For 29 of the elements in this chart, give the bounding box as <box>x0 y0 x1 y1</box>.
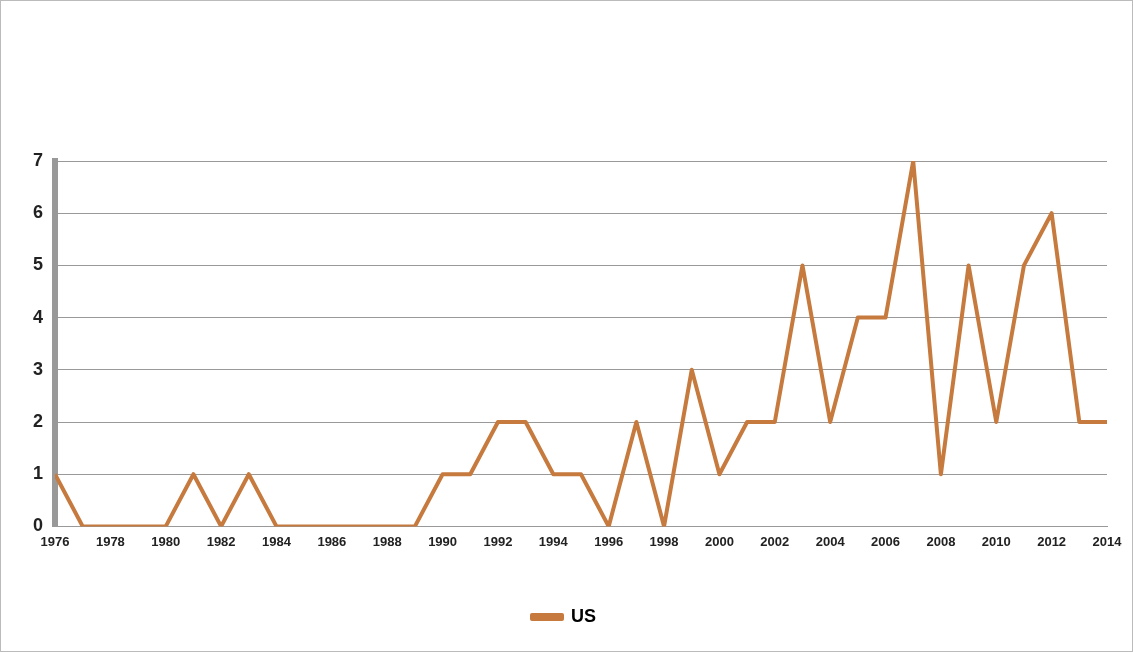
y-tick-label: 2 <box>33 410 44 431</box>
y-tick-label: 3 <box>33 358 44 379</box>
x-tick-label: 2014 <box>1092 533 1123 549</box>
x-tick-label: 2002 <box>760 533 790 549</box>
x-tick-label: 1986 <box>317 533 347 549</box>
x-tick-label: 1988 <box>372 533 402 549</box>
x-tick-label: 1984 <box>262 533 292 549</box>
x-tick-label: 1982 <box>206 533 236 549</box>
x-tick-label: 2012 <box>1037 533 1067 549</box>
x-tick-label: 1994 <box>538 533 569 549</box>
x-tick-label: 1976 <box>40 533 70 549</box>
x-tick-label: 2008 <box>926 533 956 549</box>
y-tick-label: 0 <box>33 515 44 536</box>
x-tick-label: 1980 <box>151 533 181 549</box>
y-tick-label: 1 <box>33 463 44 484</box>
y-tick-label: 6 <box>33 202 44 223</box>
y-tick-label: 4 <box>33 306 44 327</box>
legend-label: US <box>571 605 597 626</box>
y-tick-label: 7 <box>33 149 44 170</box>
x-tick-label: 1990 <box>428 533 458 549</box>
x-tick-label: 1998 <box>649 533 679 549</box>
x-tick-label: 2006 <box>871 533 900 549</box>
x-tick-label: 2004 <box>815 533 846 549</box>
x-tick-label: 1978 <box>95 533 125 549</box>
y-tick-label: 5 <box>33 254 44 275</box>
x-tick-label: 2010 <box>981 533 1011 549</box>
x-tick-label: 1992 <box>483 533 513 549</box>
x-tick-label: 1996 <box>594 533 624 549</box>
x-tick-label: 2000 <box>704 533 734 549</box>
